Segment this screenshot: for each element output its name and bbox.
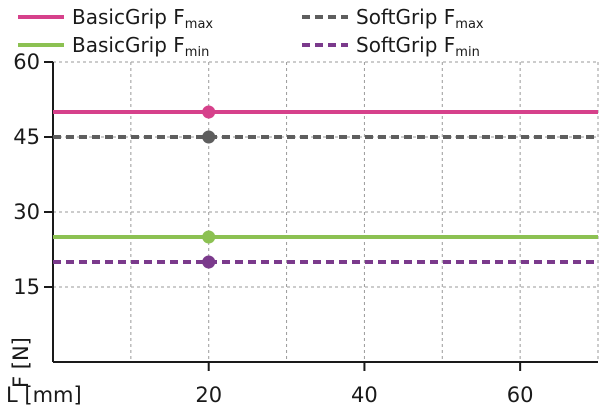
y-tick-label: 60	[13, 50, 40, 74]
legend-label: SoftGrip Fmin	[356, 33, 480, 60]
y-axis-label: F [N]	[9, 337, 33, 388]
legend: BasicGrip Fmax SoftGrip Fmax BasicGrip Fmi…	[18, 5, 484, 60]
x-tick-label: 20	[195, 383, 222, 407]
legend-label: BasicGrip Fmin	[72, 33, 209, 60]
x-tick-label: 60	[507, 383, 534, 407]
data-point	[202, 105, 216, 119]
data-point	[202, 230, 216, 244]
axes-layer: 15 30 45 60 20 40 60	[13, 50, 598, 407]
x-axis-label: L [mm]	[6, 383, 82, 407]
legend-label: SoftGrip Fmax	[356, 5, 484, 32]
data-point	[202, 130, 216, 144]
data-point	[202, 255, 216, 269]
y-tick-label: 45	[13, 125, 40, 149]
y-tick-label: 15	[13, 275, 40, 299]
legend-label: BasicGrip Fmax	[72, 5, 213, 32]
series-layer	[53, 105, 598, 269]
grid-layer	[53, 61, 599, 362]
x-tick-label: 40	[351, 383, 378, 407]
y-tick-label: 30	[13, 200, 40, 224]
